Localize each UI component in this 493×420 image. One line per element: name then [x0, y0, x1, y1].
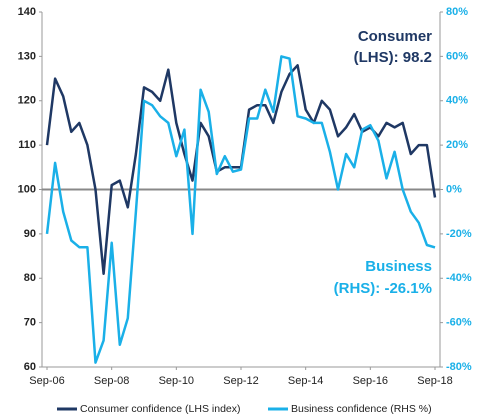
y-tick-label: 140: [18, 6, 36, 18]
x-tick-label: Sep-18: [417, 375, 452, 387]
y-tick-label: 100: [18, 183, 36, 195]
annotation: Consumer: [358, 28, 432, 45]
annotation: (RHS): -26.1%: [334, 280, 432, 297]
y-tick-label: 70: [24, 317, 36, 329]
y-tick-label: 110: [18, 139, 36, 151]
y2-tick-label: 20%: [446, 139, 468, 151]
x-tick-label: Sep-12: [223, 375, 258, 387]
series-line: [45, 55, 436, 364]
x-tick-label: Sep-08: [94, 375, 129, 387]
annotation: (LHS): 98.2: [354, 49, 432, 66]
y2-tick-label: -40%: [446, 272, 472, 284]
x-tick-label: Sep-10: [159, 375, 194, 387]
y-tick-label: 130: [18, 50, 36, 62]
y2-tick-label: -20%: [446, 228, 472, 240]
y-tick-label: 120: [18, 95, 36, 107]
legend-label: Business confidence (RHS %): [291, 403, 432, 415]
y2-tick-label: -80%: [446, 361, 472, 373]
y2-tick-label: 80%: [446, 6, 468, 18]
y2-tick-label: 0%: [446, 183, 462, 195]
y2-tick-label: 60%: [446, 50, 468, 62]
legend-label: Consumer confidence (LHS index): [80, 403, 241, 415]
y-tick-label: 90: [24, 228, 36, 240]
y2-tick-label: 40%: [446, 95, 468, 107]
x-tick-label: Sep-06: [29, 375, 64, 387]
x-tick-label: Sep-14: [288, 375, 323, 387]
x-tick-label: Sep-16: [353, 375, 388, 387]
y-tick-label: 60: [24, 361, 36, 373]
y-tick-label: 80: [24, 272, 36, 284]
y2-tick-label: -60%: [446, 317, 472, 329]
annotation: Business: [365, 258, 432, 275]
